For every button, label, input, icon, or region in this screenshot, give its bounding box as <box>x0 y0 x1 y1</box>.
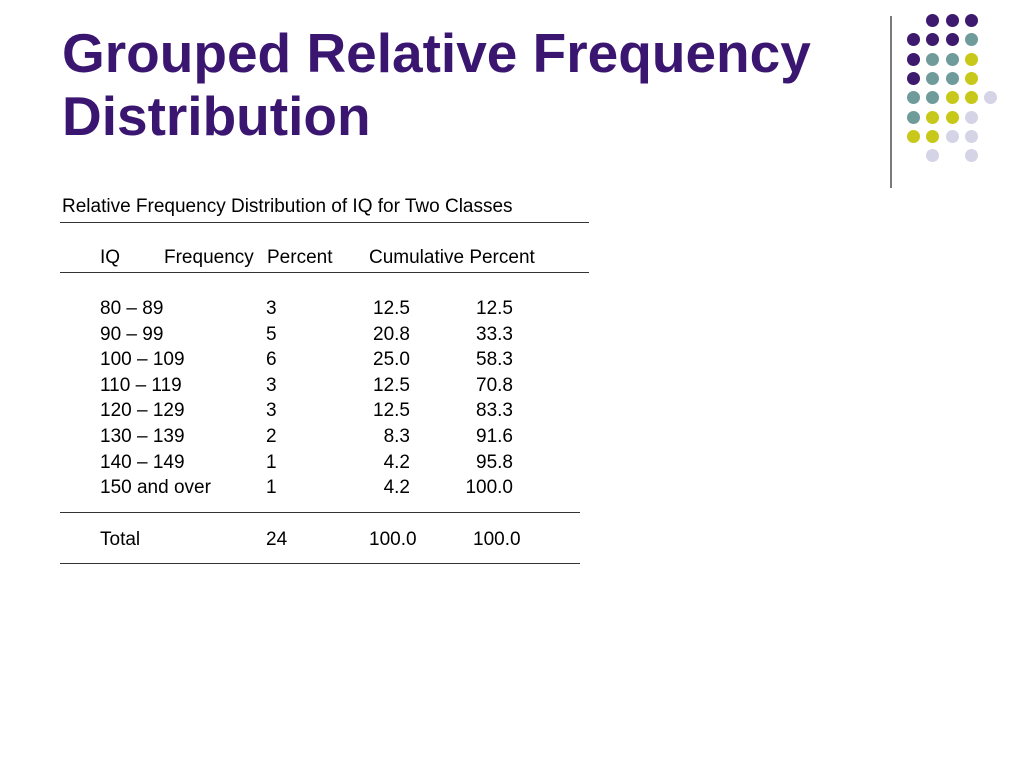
row-frequency: 3 <box>266 374 277 396</box>
row-cumulative: 70.8 <box>476 374 513 396</box>
slide-title-line1: Grouped Relative Frequency <box>62 22 811 84</box>
decorative-dot-grid <box>907 14 1022 164</box>
row-cumulative: 83.3 <box>476 400 513 422</box>
decorative-dot <box>907 71 920 85</box>
row-frequency: 6 <box>266 349 277 371</box>
decorative-dot <box>926 71 940 85</box>
decorative-dot <box>926 110 940 124</box>
row-iq-range: 110 – 119 <box>100 374 182 396</box>
row-cumulative: 33.3 <box>476 323 513 345</box>
decorative-dot <box>907 33 920 47</box>
header-iq: IQ <box>100 247 121 268</box>
row-cumulative: 58.3 <box>476 349 513 371</box>
row-percent: 12.5 <box>373 298 410 319</box>
row-frequency: 1 <box>266 451 277 473</box>
decorative-dot <box>964 71 978 85</box>
row-percent: 20.8 <box>373 323 410 345</box>
row-percent: 4.2 <box>383 477 410 499</box>
row-iq-range: 90 – 99 <box>100 323 164 345</box>
decorative-dot <box>945 110 959 124</box>
decorative-dot <box>984 91 998 105</box>
row-percent: 25.0 <box>373 349 410 371</box>
row-cumulative: 100.0 <box>465 477 513 499</box>
decorative-dot <box>907 91 920 105</box>
decorative-dot <box>907 52 920 66</box>
vertical-divider <box>890 16 892 188</box>
row-cumulative: 95.8 <box>476 451 513 473</box>
total-percent: 100.0 <box>369 529 417 550</box>
decorative-dot <box>945 129 959 143</box>
decorative-dot <box>945 71 959 85</box>
row-iq-range: 150 and over <box>100 477 211 499</box>
header-percent: Percent <box>267 247 333 268</box>
row-percent: 8.3 <box>383 426 410 447</box>
row-iq-range: 100 – 109 <box>100 349 185 371</box>
row-percent: 12.5 <box>373 400 410 422</box>
row-frequency: 3 <box>266 298 277 319</box>
row-percent: 4.2 <box>383 451 410 473</box>
header-frequency: Frequency <box>164 247 254 268</box>
total-cumulative: 100.0 <box>473 529 521 550</box>
decorative-dot <box>964 149 978 163</box>
decorative-dot <box>964 129 978 143</box>
decorative-dot <box>926 91 940 105</box>
decorative-dot <box>964 110 978 124</box>
decorative-dot <box>926 52 940 66</box>
decorative-dot <box>964 52 978 66</box>
row-iq-range: 120 – 129 <box>100 400 185 422</box>
decorative-dot <box>926 33 940 47</box>
row-percent: 12.5 <box>373 374 410 396</box>
table-top-rule <box>60 222 589 223</box>
decorative-dot <box>945 33 959 47</box>
decorative-dot <box>926 149 940 163</box>
total-frequency: 24 <box>266 529 288 550</box>
table-caption: Relative Frequency Distribution of IQ fo… <box>62 196 513 217</box>
row-iq-range: 130 – 139 <box>100 426 185 447</box>
slide-title: Grouped Relative Frequency Distribution <box>62 22 862 148</box>
row-cumulative: 12.5 <box>476 298 513 319</box>
total-label: Total <box>100 529 141 550</box>
total-top-rule <box>60 512 580 513</box>
header-cumulative: Cumulative Percent <box>369 247 535 268</box>
decorative-dot <box>964 91 978 105</box>
slide-title-line2: Distribution <box>62 85 371 147</box>
row-iq-range: 140 – 149 <box>100 451 185 473</box>
decorative-dot <box>945 91 959 105</box>
row-cumulative: 91.6 <box>476 426 513 447</box>
decorative-dot <box>945 14 959 27</box>
decorative-dot <box>926 129 940 143</box>
decorative-dot <box>907 110 920 124</box>
table-bottom-rule <box>60 563 580 564</box>
decorative-dot <box>926 14 940 27</box>
row-frequency: 5 <box>266 323 277 345</box>
header-rule <box>60 272 589 273</box>
row-frequency: 3 <box>266 400 277 422</box>
decorative-dot <box>964 14 978 27</box>
decorative-dot <box>907 129 920 143</box>
row-iq-range: 80 – 89 <box>100 298 164 319</box>
decorative-dot <box>945 52 959 66</box>
row-frequency: 1 <box>266 477 277 499</box>
decorative-dot <box>964 33 978 47</box>
row-frequency: 2 <box>266 426 277 447</box>
